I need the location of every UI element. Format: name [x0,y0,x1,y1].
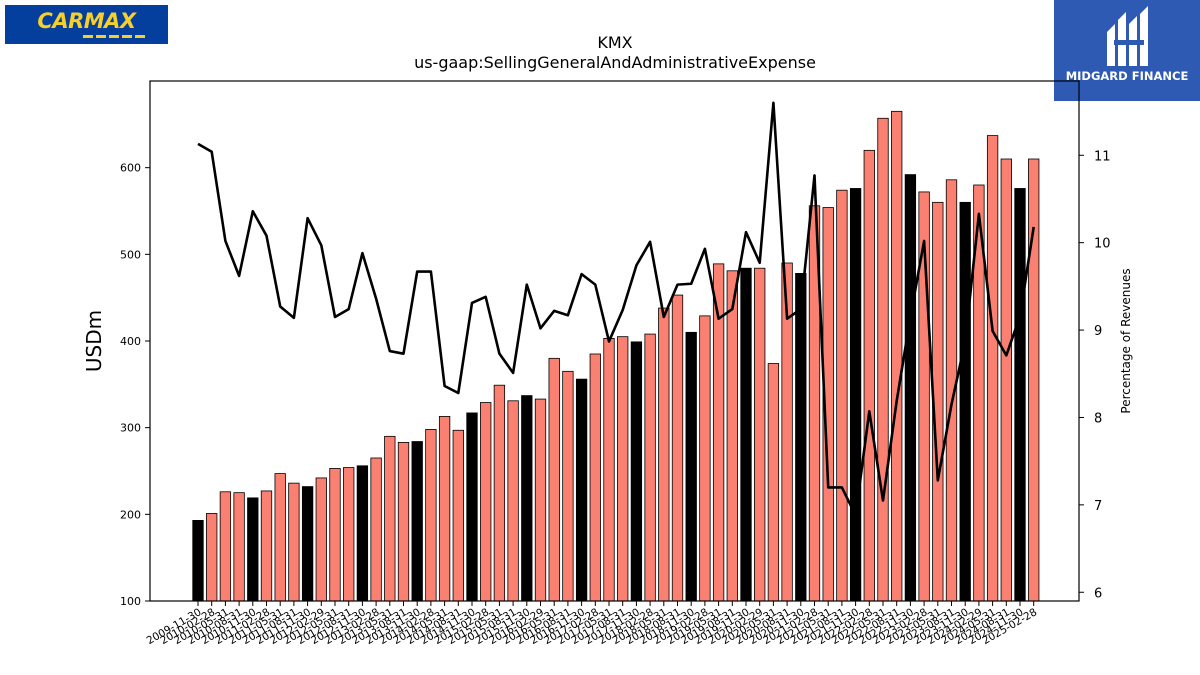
x-axis: 2009-11-302010-02-282010-05-312010-08-31… [145,601,1039,647]
bar-2019-02-28 [699,315,711,602]
bar-2018-05-31 [658,307,670,602]
bar-2022-05-31 [877,117,889,602]
right-tick-label: 6 [1094,586,1102,601]
bar-2013-02-28 [370,457,382,602]
bar-2021-08-31 [836,189,848,602]
bar-2013-11-30 [411,441,423,602]
bar-2015-11-30 [521,395,533,602]
bar-2017-08-31 [617,336,629,602]
right-axis: 6 7 8 9 10 11 [1079,149,1111,601]
bar-2012-05-31 [329,467,341,602]
bar-2018-08-31 [671,294,684,602]
chart-title: KMX [597,33,632,52]
right-tick-label: 7 [1094,499,1102,514]
left-tick-label: 100 [120,595,141,608]
bar-2020-02-29 [754,267,766,602]
left-tick-label: 300 [120,422,141,435]
bar-2013-08-31 [397,441,410,602]
bar-2024-11-30 [1014,188,1026,602]
carmax-logo-text: CARMAX [37,9,136,33]
bar-2012-11-30 [356,465,369,602]
bar-2024-05-31 [986,135,999,602]
carmax-logo: CARMAX [5,5,168,44]
bar-2015-08-31 [507,400,519,602]
bar-2010-08-31 [233,492,245,602]
carmax-logo-dashes [83,35,145,38]
bar-2019-08-31 [726,270,738,602]
bar-2016-05-31 [548,357,560,602]
bar-2017-05-31 [603,337,615,602]
right-tick-label: 10 [1094,237,1111,252]
bar-2014-02-28 [425,428,437,602]
bar-2010-02-28 [206,513,218,602]
bar-2014-08-31 [452,429,464,602]
left-axis: 100 200 300 400 500 600 [120,162,150,608]
left-tick-label: 400 [120,335,141,348]
bar-2020-05-31 [767,363,780,602]
bar-2015-02-28 [480,402,492,602]
midgard-mark-icon [1107,6,1148,66]
left-tick-label: 500 [120,248,141,261]
bar-2023-11-30 [959,201,971,602]
right-tick-label: 8 [1094,411,1102,426]
bar-2012-08-31 [343,467,355,602]
bar-2018-11-30 [685,331,697,602]
bar-2017-02-28 [589,353,601,602]
bar-2016-11-30 [575,378,588,602]
left-tick-label: 200 [120,508,141,521]
bar-2010-11-30 [247,497,259,602]
bar-2019-11-30 [740,267,752,602]
left-tick-label: 600 [120,162,141,175]
bar-2009-11-30 [192,520,204,602]
bar-2022-11-30 [904,174,917,602]
bar-2016-02-29 [534,398,547,602]
bar-2018-02-28 [644,333,656,602]
bar-2016-08-31 [562,370,574,602]
bar-2011-05-31 [274,473,286,602]
percentage-line [197,101,1035,517]
right-tick-label: 11 [1094,149,1111,164]
bar-2022-02-28 [863,149,875,602]
bar-2024-08-31 [1000,158,1012,602]
bar-2021-11-30 [849,188,862,602]
bar-2014-11-30 [466,412,478,602]
bar-series [192,110,1040,602]
midgard-logo-text: MIDGARD FINANCE [1065,69,1189,83]
bar-2017-11-30 [630,341,643,602]
bar-2022-08-31 [891,110,903,602]
bar-2010-05-31 [219,491,232,602]
chart-subtitle: us-gaap:SellingGeneralAndAdministrativeE… [414,53,816,72]
bar-2014-05-31 [438,415,451,602]
midgard-finance-logo: MIDGARD FINANCE [1054,0,1200,101]
bar-2011-08-31 [288,482,300,602]
bar-2020-11-30 [795,272,807,602]
bar-2012-02-29 [315,477,327,602]
right-tick-label: 9 [1094,324,1102,339]
bar-2015-05-31 [493,384,506,602]
bar-2011-02-28 [260,490,273,602]
bar-2013-05-31 [384,435,396,602]
bar-2011-11-30 [301,486,314,602]
bar-2025-02-28 [1028,158,1040,602]
y-axis-label: USDm [82,310,106,372]
line-series [197,101,1035,517]
y2-axis-label: Percentage of Revenues [1119,268,1133,413]
